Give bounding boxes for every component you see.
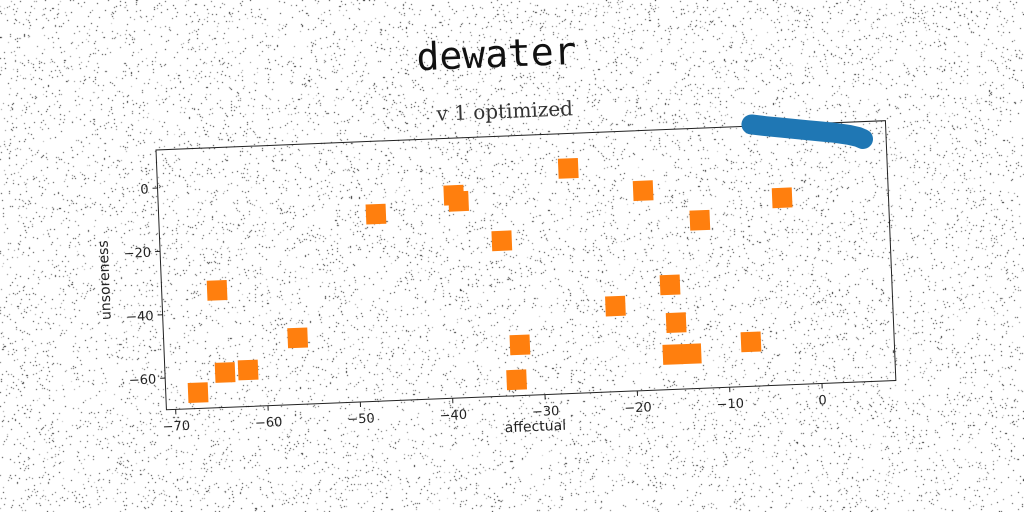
series-1-point-8 [206,279,228,301]
x-tick-label: −60 [255,415,283,431]
x-axis-ticks: −70 −60 −50 −40 −30 −20 −10 0 [162,383,827,435]
y-tick-label: 0 [140,182,149,197]
series-1-point-6 [491,230,513,252]
y-tick-label: −40 [126,309,154,325]
series-1-point-11 [665,312,687,334]
series-1-point-13 [509,334,531,356]
x-tick-label: −30 [532,404,560,420]
chart-title: dewater [416,29,578,79]
chart-subtitle: v 1 optimized [435,96,574,126]
y-tick-label: −60 [129,372,157,388]
x-tick-label: −50 [347,411,375,427]
series-1-point-15 [214,362,236,383]
series-1-point-4 [365,203,387,225]
y-axis-ticks: 0 −20 −40 −60 [123,182,166,389]
series-1-point-9 [659,274,681,296]
series-1-point-16 [237,359,259,381]
series-1-point-18 [680,343,702,365]
series-1-point-0 [557,157,579,179]
series-0-line [741,114,874,150]
data-marks [187,114,874,404]
series-1-point-10 [605,295,626,317]
x-tick-label: 0 [818,393,827,408]
plot-area: −70 −60 −50 −40 −30 −20 −10 0 0 −20 −40 −60 affect… [96,114,897,436]
x-axis-label: affectual [504,418,566,436]
series-1-point-20 [506,369,528,391]
series-1-point-19 [187,382,209,404]
series-1-point-12 [287,327,309,349]
series-1-point-5 [771,187,793,209]
x-tick-label: −20 [624,400,652,416]
series-1-point-2 [448,190,469,212]
y-tick-label: −20 [123,246,151,262]
series-1-point-7 [689,209,711,231]
plot-frame [155,120,897,411]
series-1-point-14 [740,331,762,353]
series-1-point-3 [632,180,654,202]
x-tick-label: −70 [162,419,190,435]
y-axis-label: unsoreness [96,240,115,320]
series-1-point-17 [662,344,684,365]
x-tick-label: −40 [439,408,467,424]
x-tick-label: −10 [716,397,744,413]
